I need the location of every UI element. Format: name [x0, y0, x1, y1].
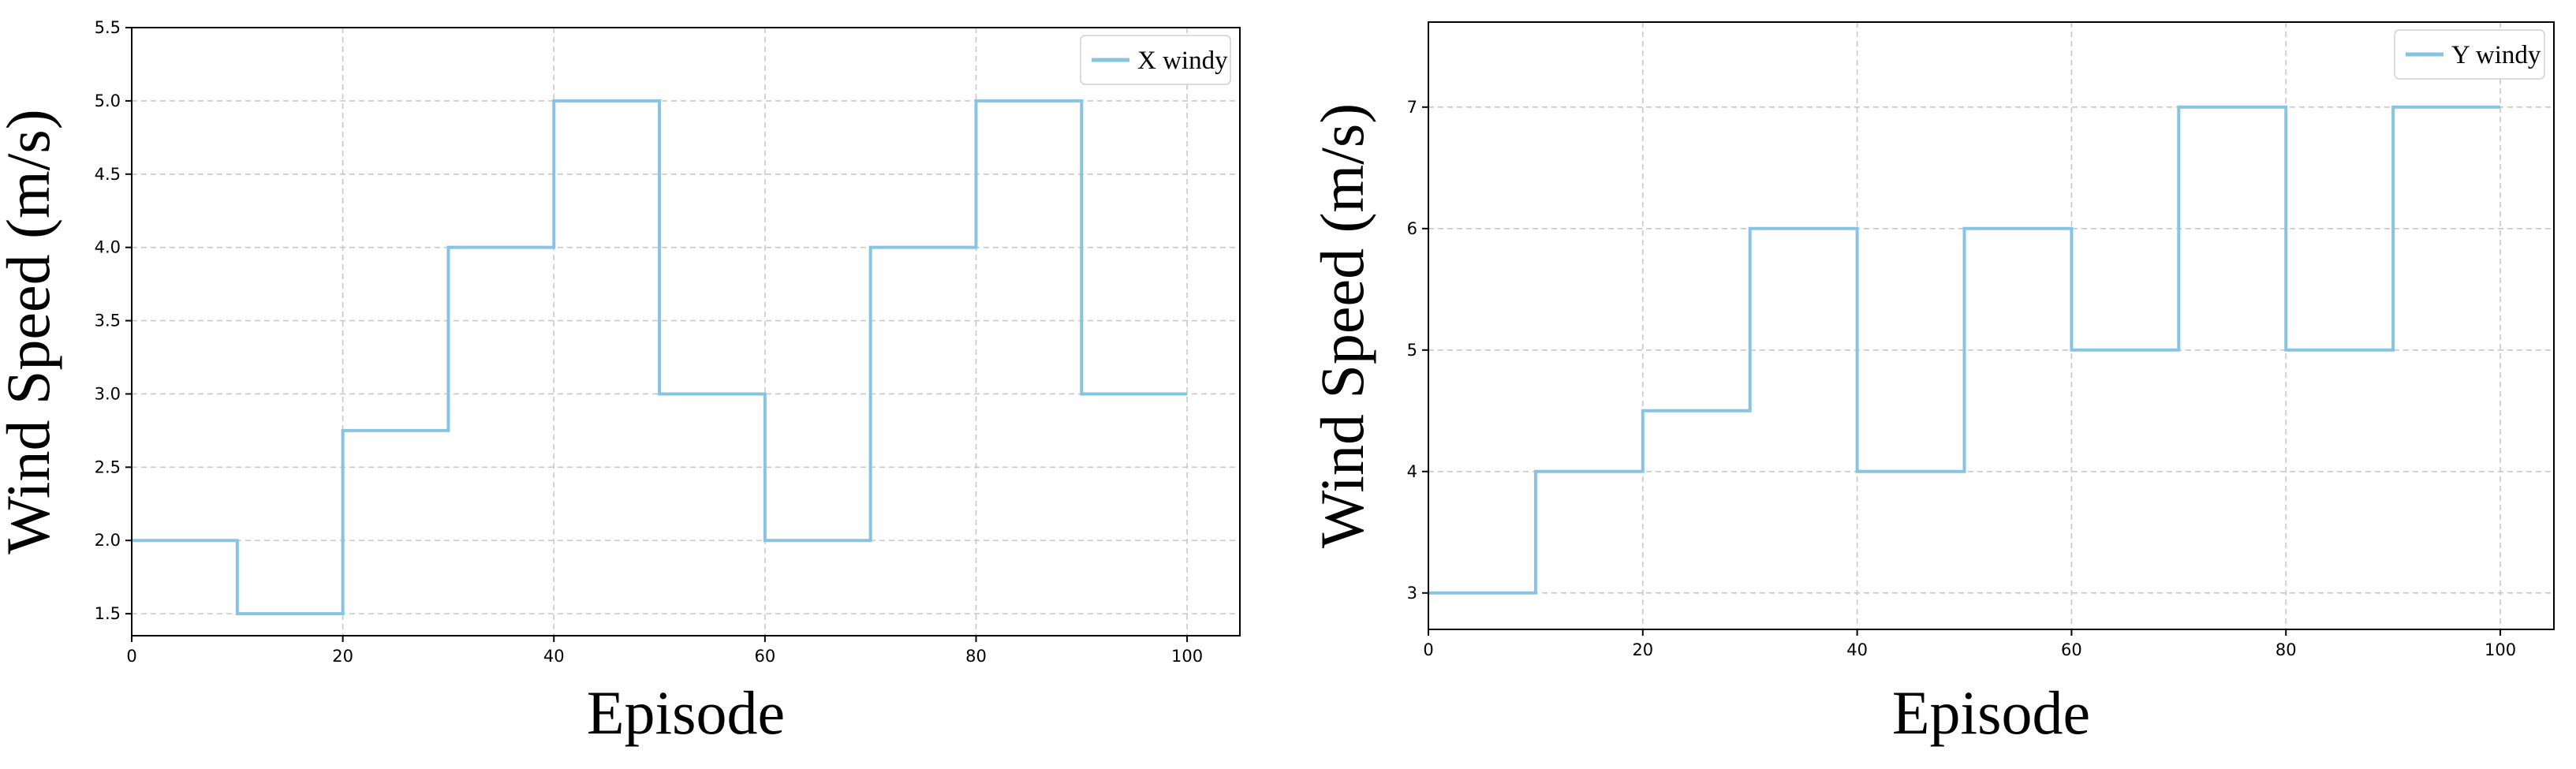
legend: X windy	[1080, 35, 1231, 85]
x-tick-label: 80	[965, 647, 987, 666]
x-tick-label: 100	[2485, 640, 2516, 659]
series-line-0	[1428, 105, 2501, 595]
y-tick-label: 4.5	[95, 165, 121, 184]
y-tick-label: 6	[1407, 219, 1417, 238]
legend-label: Y windy	[2451, 41, 2541, 69]
y-tick-label: 4	[1407, 462, 1417, 481]
x-tick-label: 60	[2061, 640, 2082, 659]
plot-frame	[1428, 21, 2555, 630]
y-tick-label: 5.5	[95, 18, 121, 37]
y-tick-label: 3	[1407, 584, 1417, 603]
y-tick-label: 4.0	[95, 238, 121, 257]
plot-frame	[131, 27, 1241, 636]
y-tick-label: 1.5	[95, 604, 121, 623]
x-axis-label: Episode	[1892, 678, 2090, 747]
x-tick-label: 40	[1846, 640, 1868, 659]
x-tick-label: 20	[332, 647, 353, 666]
chart-y-windy: 0 20 40 60 80 100 3 4 5 6 7 Episode Wind Speed (m/s)…	[1308, 21, 2555, 747]
y-tick-label: 7	[1407, 98, 1417, 117]
legend-box	[1080, 35, 1231, 85]
legend-label: X windy	[1137, 47, 1228, 75]
series-line-0	[132, 99, 1188, 616]
chart-x-windy: 0 20 40 60 80 100 1.5 2.0 2.5 3.0 3.5 4.0 4.5 5.0 5.5 E…	[0, 18, 1241, 747]
x-tick-label: 100	[1171, 647, 1203, 666]
x-axis-label: Episode	[587, 678, 785, 747]
y-tick-label: 2.0	[95, 531, 121, 550]
y-tick-label: 3.5	[95, 312, 121, 330]
x-tick-label: 80	[2275, 640, 2297, 659]
y-tick-label: 5.0	[95, 91, 121, 110]
y-tick-label: 5	[1407, 341, 1417, 360]
y-tick-label: 2.5	[95, 457, 121, 476]
legend: Y windy	[2394, 29, 2545, 80]
x-tick-label: 0	[1423, 640, 1433, 659]
x-tick-label: 0	[126, 647, 136, 666]
y-tick-label: 3.0	[95, 384, 121, 403]
y-axis-label: Wind Speed (m/s)	[0, 109, 62, 554]
x-tick-label: 40	[543, 647, 565, 666]
x-tick-label: 60	[754, 647, 775, 666]
legend-box	[2394, 29, 2545, 80]
x-tick-label: 20	[1632, 640, 1653, 659]
y-axis-label: Wind Speed (m/s)	[1308, 103, 1376, 548]
